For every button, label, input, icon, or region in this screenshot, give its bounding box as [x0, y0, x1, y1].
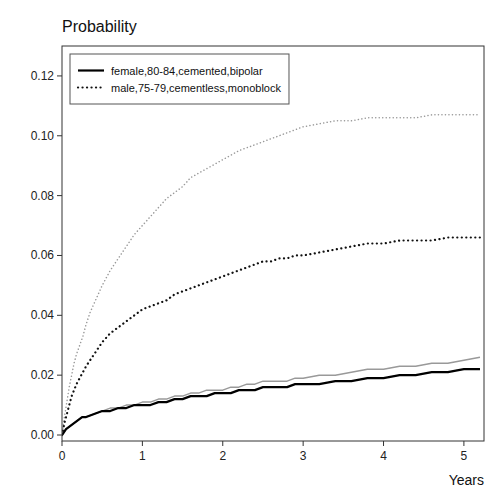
x-tick	[383, 441, 384, 446]
x-tick-label: 0	[59, 449, 66, 463]
x-axis-label: Years	[449, 472, 484, 488]
y-tick-label: 0.10	[31, 129, 55, 143]
y-tick-label: 0.08	[31, 189, 55, 203]
y-tick-label: 0.06	[31, 248, 55, 262]
legend-label: female,80-84,cemented,bipolar	[111, 65, 263, 77]
y-tick-label: 0.02	[31, 368, 55, 382]
chart: 0 1 2 3 4 5 0.00 0.02 0.04 0.06 0.08 0.10 0.12 Probab…	[0, 0, 500, 493]
y-tick	[57, 135, 62, 136]
line	[62, 357, 480, 435]
legend-box	[70, 54, 289, 104]
title: Probability	[62, 18, 137, 35]
x-tick-label: 4	[380, 449, 387, 463]
y-tick	[57, 75, 62, 76]
lines	[62, 115, 480, 435]
legend-label: male,75-79,cementless,monoblock	[111, 82, 281, 94]
x-tick-label: 1	[139, 449, 146, 463]
legend-swatch	[78, 69, 104, 71]
x-tick-label: 3	[300, 449, 307, 463]
line	[62, 115, 480, 435]
y-tick	[57, 255, 62, 256]
x-tick	[62, 441, 63, 446]
axes: 0 1 2 3 4 5 0.00 0.02 0.04 0.06 0.08 0.10 0.12	[31, 69, 468, 463]
line	[62, 238, 480, 435]
y-tick	[57, 435, 62, 436]
background	[0, 0, 500, 493]
x-tick	[303, 441, 304, 446]
legend-swatch	[78, 86, 104, 88]
y-tick	[57, 315, 62, 316]
x-tick-label: 2	[219, 449, 226, 463]
y-tick-label: 0.04	[31, 308, 55, 322]
x-tick	[463, 441, 464, 446]
y-tick	[57, 375, 62, 376]
y-tick-label: 0.12	[31, 69, 55, 83]
x-tick-label: 5	[461, 449, 468, 463]
y-tick	[57, 195, 62, 196]
x-tick	[142, 441, 143, 446]
x-tick	[222, 441, 223, 446]
plot-frame	[62, 46, 484, 441]
legend: female,80-84,cemented,bipolar male,75-79,…	[70, 54, 289, 104]
line	[62, 369, 480, 435]
y-tick-label: 0.00	[31, 428, 55, 442]
